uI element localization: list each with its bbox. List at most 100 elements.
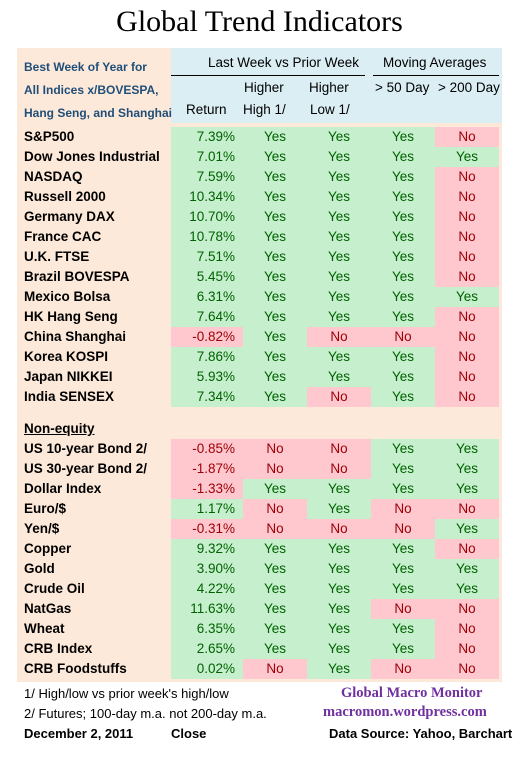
higher-high-cell: Yes — [243, 479, 307, 499]
close-label: Close — [171, 726, 207, 741]
ma200-cell: Yes — [435, 147, 499, 167]
col-header-higher-high-line1: Higher — [244, 80, 284, 95]
higher-low-cell: No — [307, 439, 371, 459]
ma50-cell: Yes — [371, 127, 435, 147]
ma200-cell: No — [435, 327, 499, 347]
return-cell: 6.35% — [171, 619, 243, 639]
ma50-cell: No — [371, 499, 435, 519]
table-row: US 30-year Bond 2/-1.87% No No Yes Yes — [17, 459, 502, 479]
col-header-ma200: > 200 Day — [438, 80, 500, 95]
return-cell: 2.65% — [171, 639, 243, 659]
higher-high-cell: Yes — [243, 347, 307, 367]
ma50-cell: Yes — [371, 439, 435, 459]
higher-high-cell: Yes — [243, 559, 307, 579]
row-name: Brazil BOVESPA — [24, 269, 130, 284]
higher-low-cell: Yes — [307, 147, 371, 167]
ma50-cell: Yes — [371, 539, 435, 559]
return-cell: 11.63% — [171, 599, 243, 619]
ma200-cell: No — [435, 599, 499, 619]
row-name: NatGas — [24, 601, 72, 616]
higher-high-cell: No — [243, 519, 307, 539]
table-row: China Shanghai -0.82% Yes No No No — [17, 327, 502, 347]
table-row: Brazil BOVESPA 5.45% Yes Yes Yes No — [17, 267, 502, 287]
row-name: Japan NIKKEI — [24, 369, 113, 384]
ma50-cell: No — [371, 327, 435, 347]
page-title: Global Trend Indicators — [116, 5, 403, 38]
footnote-2: 2/ Futures; 100-day m.a. not 200-day m.a… — [24, 706, 267, 721]
brand-site: macromon.wordpress.com — [323, 704, 487, 720]
ma50-cell: Yes — [371, 479, 435, 499]
return-cell: 9.32% — [171, 539, 243, 559]
row-name: Crude Oil — [24, 581, 85, 596]
return-cell: 7.51% — [171, 247, 243, 267]
ma50-cell: Yes — [371, 247, 435, 267]
report-date: December 2, 2011 — [24, 726, 134, 741]
higher-high-cell: Yes — [243, 267, 307, 287]
higher-low-cell: Yes — [307, 619, 371, 639]
higher-high-cell: Yes — [243, 127, 307, 147]
row-name: Korea KOSPI — [24, 349, 109, 364]
ma50-cell: Yes — [371, 147, 435, 167]
ma200-cell: Yes — [435, 459, 499, 479]
table-row: NatGas 11.63% Yes Yes No No — [17, 599, 502, 619]
row-name: Russell 2000 — [24, 189, 106, 204]
higher-low-cell: Yes — [307, 167, 371, 187]
higher-low-cell: Yes — [307, 639, 371, 659]
row-name: Euro/$ — [24, 501, 67, 516]
return-cell: 7.34% — [171, 387, 243, 407]
group-header-moving-averages: Moving Averages — [383, 55, 487, 70]
table-row: NASDAQ 7.59% Yes Yes Yes No — [17, 167, 502, 187]
header-divider — [171, 75, 365, 76]
col-header-higher-low-line1: Higher — [309, 80, 349, 95]
higher-low-cell: Yes — [307, 187, 371, 207]
return-cell: -0.85% — [171, 439, 243, 459]
row-name: U.K. FTSE — [24, 249, 90, 264]
ma50-cell: Yes — [371, 227, 435, 247]
higher-high-cell: No — [243, 459, 307, 479]
higher-high-cell: Yes — [243, 327, 307, 347]
higher-high-cell: Yes — [243, 147, 307, 167]
col-header-higher-high-line2: High 1/ — [243, 102, 286, 117]
higher-low-cell: No — [307, 327, 371, 347]
higher-high-cell: No — [243, 439, 307, 459]
ma200-cell: Yes — [435, 479, 499, 499]
higher-low-cell: Yes — [307, 227, 371, 247]
row-name: S&P500 — [24, 129, 75, 144]
higher-low-cell: Yes — [307, 247, 371, 267]
header-description-line: All Indices x/BOVESPA, — [24, 83, 159, 97]
ma200-cell: No — [435, 387, 499, 407]
ma200-cell: No — [435, 267, 499, 287]
higher-low-cell: Yes — [307, 367, 371, 387]
row-name: Yen/$ — [24, 521, 60, 536]
row-name: France CAC — [24, 229, 102, 244]
table-row: CRB Foodstuffs 0.02% No Yes No No — [17, 659, 502, 679]
higher-low-cell: Yes — [307, 659, 371, 679]
ma200-cell: No — [435, 659, 499, 679]
brand-name: Global Macro Monitor — [341, 685, 483, 701]
row-name: US 10-year Bond 2/ — [24, 441, 148, 456]
higher-high-cell: Yes — [243, 367, 307, 387]
row-name: Mexico Bolsa — [24, 289, 111, 304]
ma200-cell: Yes — [435, 559, 499, 579]
higher-high-cell: Yes — [243, 167, 307, 187]
higher-high-cell: Yes — [243, 619, 307, 639]
row-name: CRB Foodstuffs — [24, 661, 127, 676]
table-row: Dollar Index -1.33% Yes Yes Yes Yes — [17, 479, 502, 499]
return-cell: 4.22% — [171, 579, 243, 599]
return-cell: 0.02% — [171, 659, 243, 679]
table-row: Crude Oil 4.22% Yes Yes Yes Yes — [17, 579, 502, 599]
higher-low-cell: Yes — [307, 579, 371, 599]
ma50-cell: Yes — [371, 387, 435, 407]
table-row: Gold 3.90% Yes Yes Yes Yes — [17, 559, 502, 579]
data-source: Data Source: Yahoo, Barchart — [329, 726, 513, 741]
return-cell: 10.34% — [171, 187, 243, 207]
higher-high-cell: Yes — [243, 287, 307, 307]
return-cell: -0.31% — [171, 519, 243, 539]
ma200-cell: No — [435, 347, 499, 367]
row-name: Dollar Index — [24, 481, 102, 496]
higher-high-cell: Yes — [243, 227, 307, 247]
table-row: Mexico Bolsa 6.31% Yes Yes Yes Yes — [17, 287, 502, 307]
row-name: CRB Index — [24, 641, 93, 656]
footnote-1: 1/ High/low vs prior week's high/low — [24, 686, 229, 701]
row-name: Dow Jones Industrial — [24, 149, 160, 164]
